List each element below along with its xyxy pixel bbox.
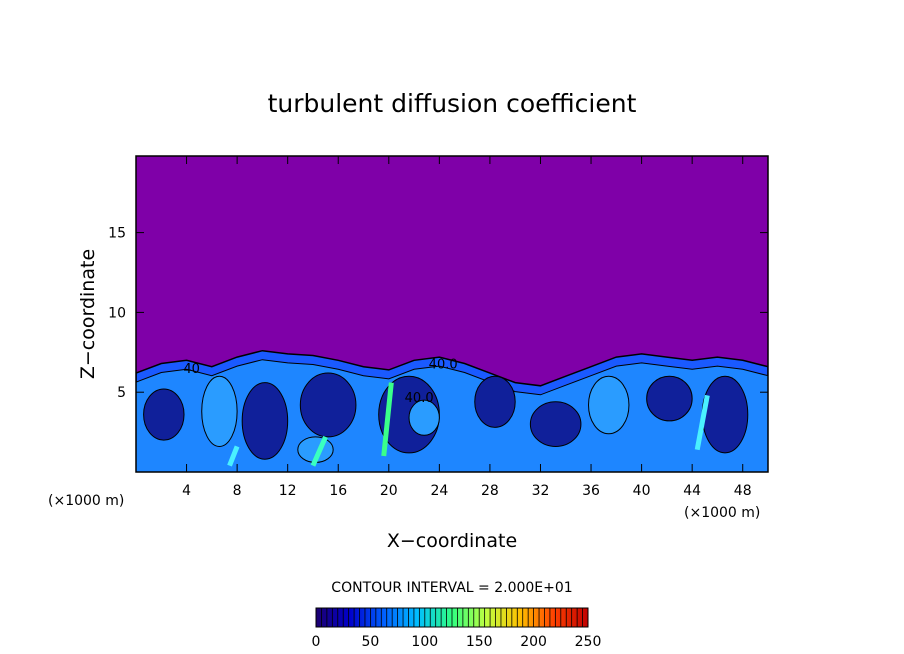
eddy [241, 382, 289, 460]
colorbar-tick-label: 150 [466, 634, 493, 650]
plot-frame [135, 155, 769, 473]
colorbar-tick-labels: 0 50 100 150 200 250 [312, 634, 602, 650]
y-tick-label: 5 [117, 385, 126, 401]
eddy [299, 372, 357, 438]
contour-label: 40.0 [405, 391, 434, 406]
x-tick-label: 48 [734, 483, 752, 499]
high-value-streak [694, 394, 710, 451]
x-tick-label: 16 [329, 483, 347, 499]
x-tick-label: 32 [532, 483, 550, 499]
x-axis-label: X−coordinate [387, 530, 517, 552]
colorbar-divisions [321, 608, 583, 627]
x-tick-label: 24 [430, 483, 448, 499]
contour-interval-text: CONTOUR INTERVAL = 2.000E+01 [331, 580, 572, 596]
eddy [588, 375, 630, 435]
x-tick-label: 20 [380, 483, 398, 499]
turbulent-field: 40.0 40.0 40 [136, 349, 768, 472]
y-axis-ticks: 5 10 15 [108, 226, 768, 401]
x-tick-label: 44 [683, 483, 701, 499]
y-tick-label: 10 [108, 305, 126, 321]
colorbar-frame [315, 607, 589, 628]
eddy [408, 399, 440, 436]
x-tick-label: 36 [582, 483, 600, 499]
eddy [201, 375, 238, 447]
contour-label: 40 [183, 362, 200, 377]
x-tick-label: 8 [233, 483, 242, 499]
colorbar-tick-label: 250 [575, 634, 602, 650]
colorbar-tick-label: 0 [312, 634, 321, 650]
x-tick-label: 4 [182, 483, 191, 499]
plot-area: 40.0 40.0 40 [135, 155, 769, 473]
eddy [701, 375, 749, 454]
x-tick-label: 28 [481, 483, 499, 499]
colorbar-tick-label: 200 [520, 634, 547, 650]
contour-label: 40.0 [429, 357, 458, 372]
x-unit-left: (×1000 m) [48, 493, 124, 509]
high-value-streak [227, 445, 240, 467]
eddy [529, 401, 582, 447]
colorbar-tick-label: 50 [361, 634, 379, 650]
high-value-streak [310, 435, 328, 467]
x-axis-ticks: 4 8 12 16 20 24 28 32 36 40 44 48 [182, 156, 752, 499]
colorbar: 0 50 100 150 200 250 [312, 607, 602, 650]
y-tick-label: 15 [108, 226, 126, 242]
eddy [646, 375, 693, 422]
x-tick-label: 40 [633, 483, 651, 499]
high-value-streak [381, 382, 394, 457]
eddy [474, 375, 516, 428]
x-unit-right: (×1000 m) [684, 505, 760, 521]
colorbar-tick-label: 100 [411, 634, 438, 650]
y-axis-label: Z−coordinate [77, 249, 99, 379]
eddy [143, 388, 185, 441]
x-tick-label: 12 [279, 483, 297, 499]
chart-title: turbulent diffusion coefficient [268, 89, 637, 118]
